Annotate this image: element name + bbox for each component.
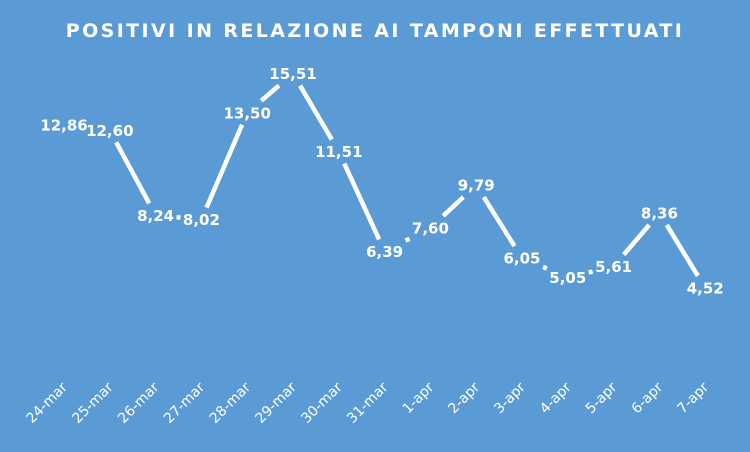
data-label-26-mar: 8,24	[137, 207, 174, 225]
x-tick-label-26-mar: 26-mar	[115, 379, 162, 426]
x-tick-label-27-mar: 27-mar	[161, 379, 208, 426]
data-label-3-apr: 6,05	[503, 250, 540, 268]
line-segment-2-apr-to-3-apr	[481, 195, 517, 248]
data-label-28-mar: 13,50	[223, 104, 270, 122]
data-label-2-apr: 9,79	[458, 177, 495, 195]
data-label-7-apr: 4,52	[687, 279, 724, 297]
x-tick-label-30-mar: 30-mar	[298, 379, 345, 426]
line-segment-4-apr-to-5-apr	[588, 269, 594, 275]
x-tick-label-29-mar: 29-mar	[253, 379, 300, 426]
data-label-24-mar: 12,86	[40, 117, 87, 135]
line-segment-25-mar-to-26-mar	[114, 141, 152, 205]
data-label-4-apr: 5,05	[549, 269, 586, 287]
data-label-30-mar: 11,51	[315, 143, 362, 161]
data-label-1-apr: 7,60	[412, 219, 449, 237]
line-segment-3-apr-to-4-apr	[542, 264, 548, 271]
data-label-27-mar: 8,02	[183, 211, 220, 229]
chart-title: POSITIVI IN RELAZIONE AI TAMPONI EFFETTU…	[65, 20, 685, 42]
data-label-29-mar: 15,51	[269, 65, 316, 83]
x-tick-label-31-mar: 31-mar	[344, 379, 391, 426]
x-tick-label-25-mar: 25-mar	[69, 379, 116, 426]
line-segment-27-mar-to-28-mar	[204, 123, 245, 209]
line-segment-31-mar-to-1-apr	[404, 236, 411, 243]
data-label-6-apr: 8,36	[641, 204, 678, 222]
x-tick-label-7-apr: 7-apr	[674, 379, 712, 417]
x-tick-label-28-mar: 28-mar	[207, 379, 254, 426]
x-tick-label-5-apr: 5-apr	[583, 379, 621, 417]
data-label-5-apr: 5,61	[595, 258, 632, 276]
x-tick-label-4-apr: 4-apr	[537, 379, 575, 417]
x-tick-label-24-mar: 24-mar	[24, 379, 71, 426]
data-label-31-mar: 6,39	[366, 243, 403, 261]
x-tick-label-2-apr: 2-apr	[445, 379, 483, 417]
line-segment-6-apr-to-7-apr	[664, 223, 700, 278]
data-label-25-mar: 12,60	[86, 122, 133, 140]
line-segment-29-mar-to-30-mar	[298, 84, 334, 141]
x-tick-label-3-apr: 3-apr	[491, 379, 529, 417]
x-tick-label-6-apr: 6-apr	[629, 379, 667, 417]
line-segment-1-apr-to-2-apr	[441, 195, 465, 218]
line-segment-28-mar-to-29-mar	[259, 83, 281, 103]
x-tick-label-1-apr: 1-apr	[400, 379, 438, 417]
line-segment-5-apr-to-6-apr	[622, 223, 651, 257]
line-segment-30-mar-to-31-mar	[342, 162, 382, 241]
